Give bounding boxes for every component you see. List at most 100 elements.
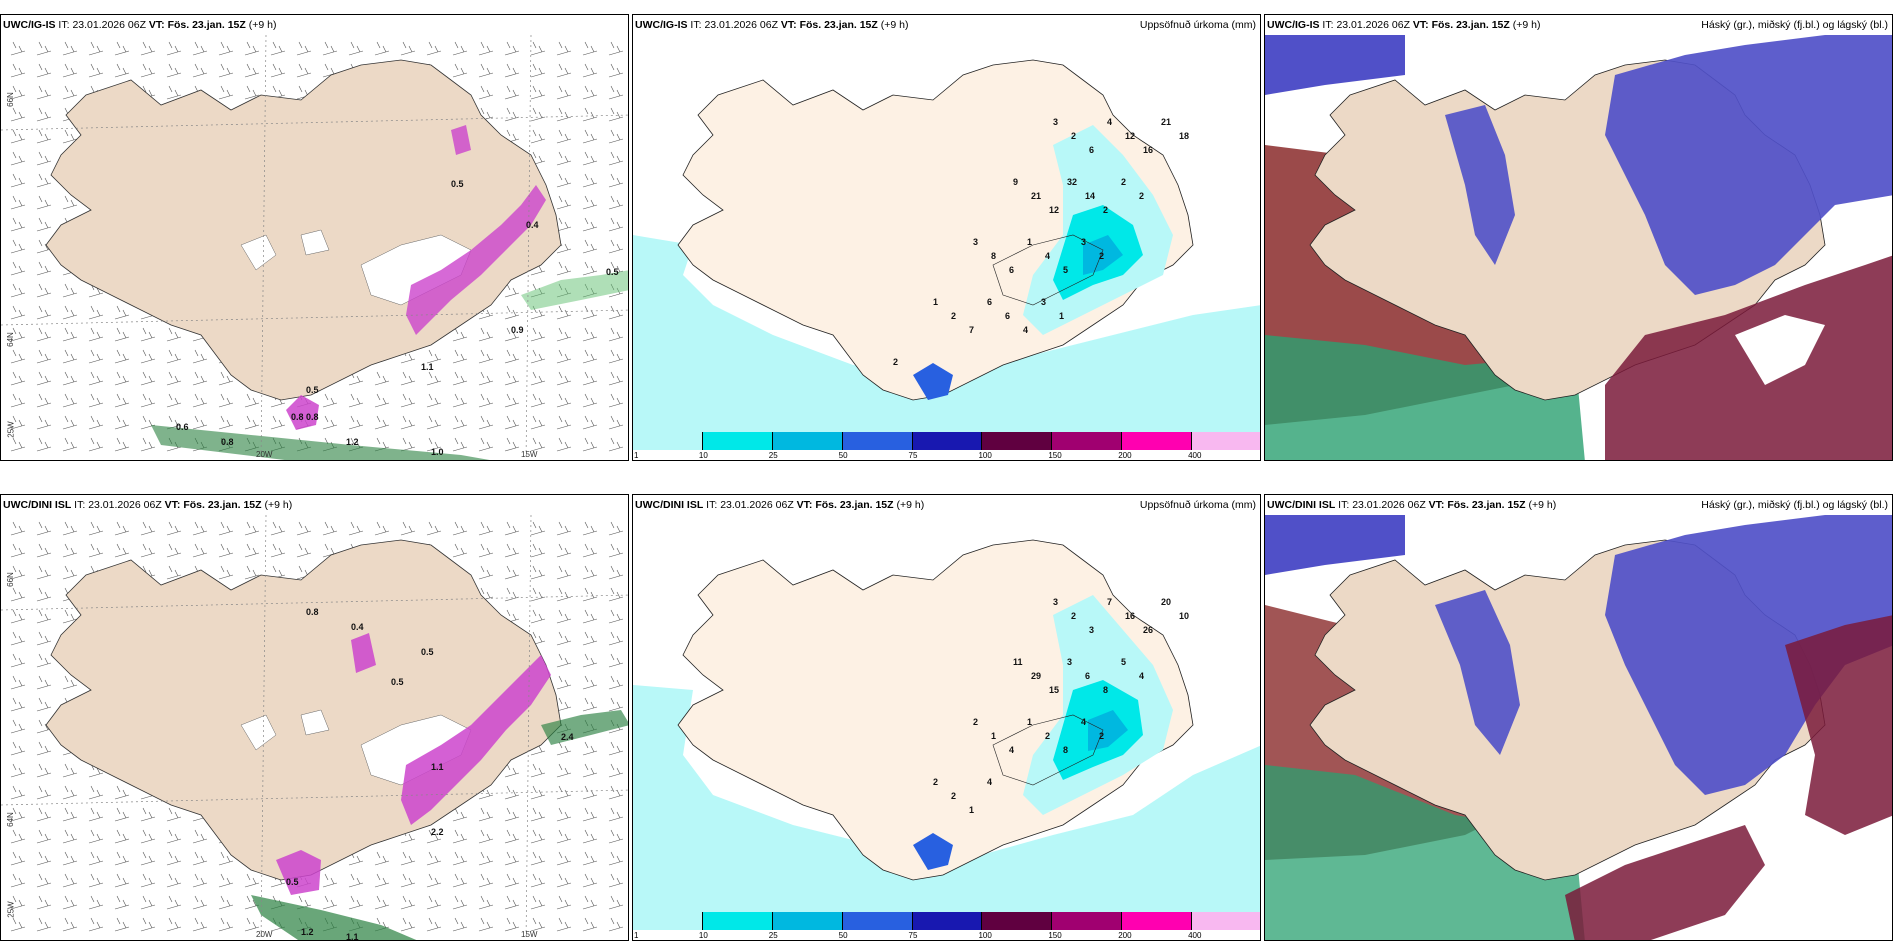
precip-value-label: 1 — [969, 805, 974, 815]
wind-barb — [478, 393, 494, 408]
cloud-map — [1265, 35, 1892, 460]
panel-title: UWC/IG-IS IT: 23.01.2026 06Z VT: Fös. 23… — [1267, 19, 1541, 31]
wind-barb — [556, 349, 572, 364]
wind-barb — [530, 785, 546, 800]
wind-barb — [88, 873, 104, 888]
wind-barb — [608, 437, 624, 452]
wind-barb — [582, 85, 598, 100]
wind-barb — [452, 349, 468, 364]
wind-barb — [608, 675, 624, 690]
wind-barb — [504, 437, 520, 452]
wind-barb — [556, 41, 572, 56]
wind-barb — [504, 829, 520, 844]
high-cloud-east — [1785, 615, 1892, 835]
wind-barb — [62, 63, 78, 78]
wind-barb — [478, 371, 494, 386]
wind-barb — [10, 653, 26, 668]
wind-barb — [556, 437, 572, 452]
precip-value-label: 3 — [1067, 657, 1072, 667]
wind-barb — [504, 327, 520, 342]
wind-barb — [36, 807, 52, 822]
wind-barb — [556, 829, 572, 844]
wind-barb — [608, 785, 624, 800]
wind-barb — [348, 895, 364, 910]
wind-barb — [88, 327, 104, 342]
wind-barb — [608, 741, 624, 756]
wind-barb — [88, 305, 104, 320]
wind-barb — [10, 565, 26, 580]
wind-barb — [140, 41, 156, 56]
wind-barb — [608, 327, 624, 342]
wind-barb — [556, 327, 572, 342]
wind-barb — [504, 543, 520, 558]
panel-title: UWC/DINI ISL IT: 23.01.2026 06Z VT: Fös.… — [1267, 499, 1557, 511]
precip-value-label: 3 — [1081, 237, 1086, 247]
wind-barb — [62, 873, 78, 888]
wind-barb — [400, 851, 416, 866]
magenta-precip-zone — [406, 185, 546, 335]
colorbar-segment — [842, 432, 913, 450]
wind-barb — [608, 41, 624, 56]
wind-barb — [114, 829, 130, 844]
wind-barb — [556, 675, 572, 690]
wind-barb — [556, 587, 572, 602]
wind-barb — [62, 371, 78, 386]
wind-barb — [36, 697, 52, 712]
precip-value-label: 14 — [1085, 191, 1095, 201]
wind-barb — [426, 393, 442, 408]
colorbar-label: 400 — [1188, 451, 1202, 460]
wind-barb — [348, 415, 364, 430]
glacier-outline — [992, 234, 1104, 306]
wind-barb — [478, 437, 494, 452]
high-cloud-east — [1605, 255, 1892, 460]
precip-value-label: 4 — [1045, 251, 1050, 261]
wind-barb — [192, 917, 208, 932]
precip-value-label: 2 — [1099, 731, 1104, 741]
precip-value-label: 4 — [1023, 325, 1028, 335]
wind-barb — [556, 851, 572, 866]
magenta-precip-south — [276, 850, 321, 895]
wind-barb — [582, 415, 598, 430]
wind-value-label: 2.4 — [561, 732, 574, 742]
wind-barb — [88, 543, 104, 558]
precip-value-label: 5 — [1121, 657, 1126, 667]
wind-barb — [582, 851, 598, 866]
wind-barb — [504, 85, 520, 100]
colorbar-label: 10 — [698, 931, 708, 940]
wind-barb — [166, 349, 182, 364]
wind-barb — [192, 851, 208, 866]
precip-value-label: 3 — [1053, 597, 1058, 607]
wind-barb — [36, 415, 52, 430]
wind-barb — [270, 543, 286, 558]
wind-barb — [504, 873, 520, 888]
wind-barb — [270, 521, 286, 536]
precip-value-label: 8 — [1103, 685, 1108, 695]
cloud-title: Háský (gr.), miðský (fj.bl.) og lágský (… — [1701, 499, 1888, 511]
wind-barb — [244, 85, 260, 100]
colorbar-label: 75 — [908, 451, 918, 460]
wind-barb — [166, 521, 182, 536]
wind-barb — [426, 415, 442, 430]
wind-barb — [36, 631, 52, 646]
wind-barb — [348, 41, 364, 56]
wind-barb — [10, 371, 26, 386]
precip-value-label: 32 — [1067, 177, 1077, 187]
wind-barb — [166, 807, 182, 822]
wind-barb — [608, 415, 624, 430]
wind-barb — [582, 41, 598, 56]
wind-barb — [10, 697, 26, 712]
wind-barb — [504, 851, 520, 866]
precip-panel-top: UWC/IG-IS IT: 23.01.2026 06Z VT: Fös. 23… — [632, 14, 1261, 461]
wind-barb — [478, 565, 494, 580]
wind-barb — [478, 85, 494, 100]
precip-value-label: 15 — [1049, 685, 1059, 695]
panel-title: UWC/IG-IS IT: 23.01.2026 06Z VT: Fös. 23… — [635, 19, 909, 31]
precip-value-label: 2 — [1071, 611, 1076, 621]
wind-barb — [322, 393, 338, 408]
wind-barb — [10, 587, 26, 602]
wind-barb — [114, 873, 130, 888]
wind-barb — [530, 521, 546, 536]
wind-barb — [478, 521, 494, 536]
grid-label-20w: 20W — [256, 450, 273, 459]
wind-barb — [582, 763, 598, 778]
